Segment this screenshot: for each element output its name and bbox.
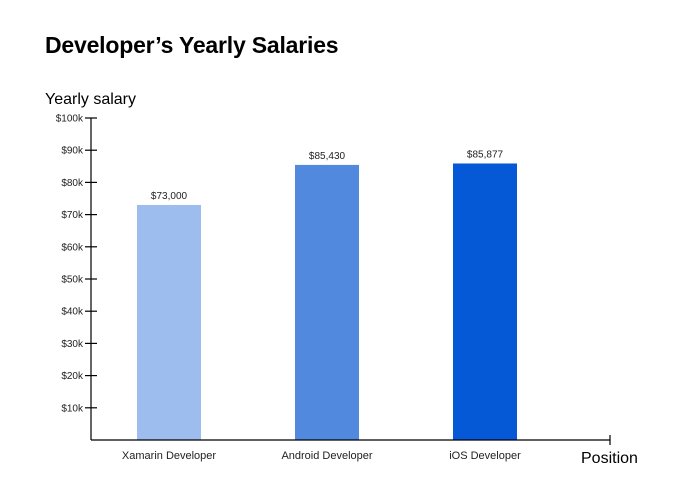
y-tick-label: $50k xyxy=(61,275,84,286)
y-tick-label: $100k xyxy=(56,114,84,125)
bar xyxy=(137,204,201,440)
value-label: $85,877 xyxy=(467,149,504,160)
y-tick-label: $30k xyxy=(61,339,84,350)
value-label: $73,000 xyxy=(151,191,188,202)
bar xyxy=(295,164,359,440)
category-label: Android Developer xyxy=(281,450,372,462)
y-tick-label: $80k xyxy=(61,178,84,189)
category-label: Xamarin Developer xyxy=(122,450,216,462)
y-tick-label: $70k xyxy=(61,210,84,221)
y-tick-label: $60k xyxy=(61,242,84,253)
category-label: iOS Developer xyxy=(449,450,521,462)
y-tick-label: $10k xyxy=(61,403,84,414)
value-label: $85,430 xyxy=(309,151,346,162)
y-axis-label: Yearly salary xyxy=(45,91,137,108)
y-tick-label: $20k xyxy=(61,371,84,382)
y-tick-label: $90k xyxy=(61,146,84,157)
y-tick-label: $40k xyxy=(61,307,84,318)
x-axis-label: Position xyxy=(581,450,638,467)
chart-title: Developer’s Yearly Salaries xyxy=(45,32,339,58)
bar xyxy=(453,163,517,440)
